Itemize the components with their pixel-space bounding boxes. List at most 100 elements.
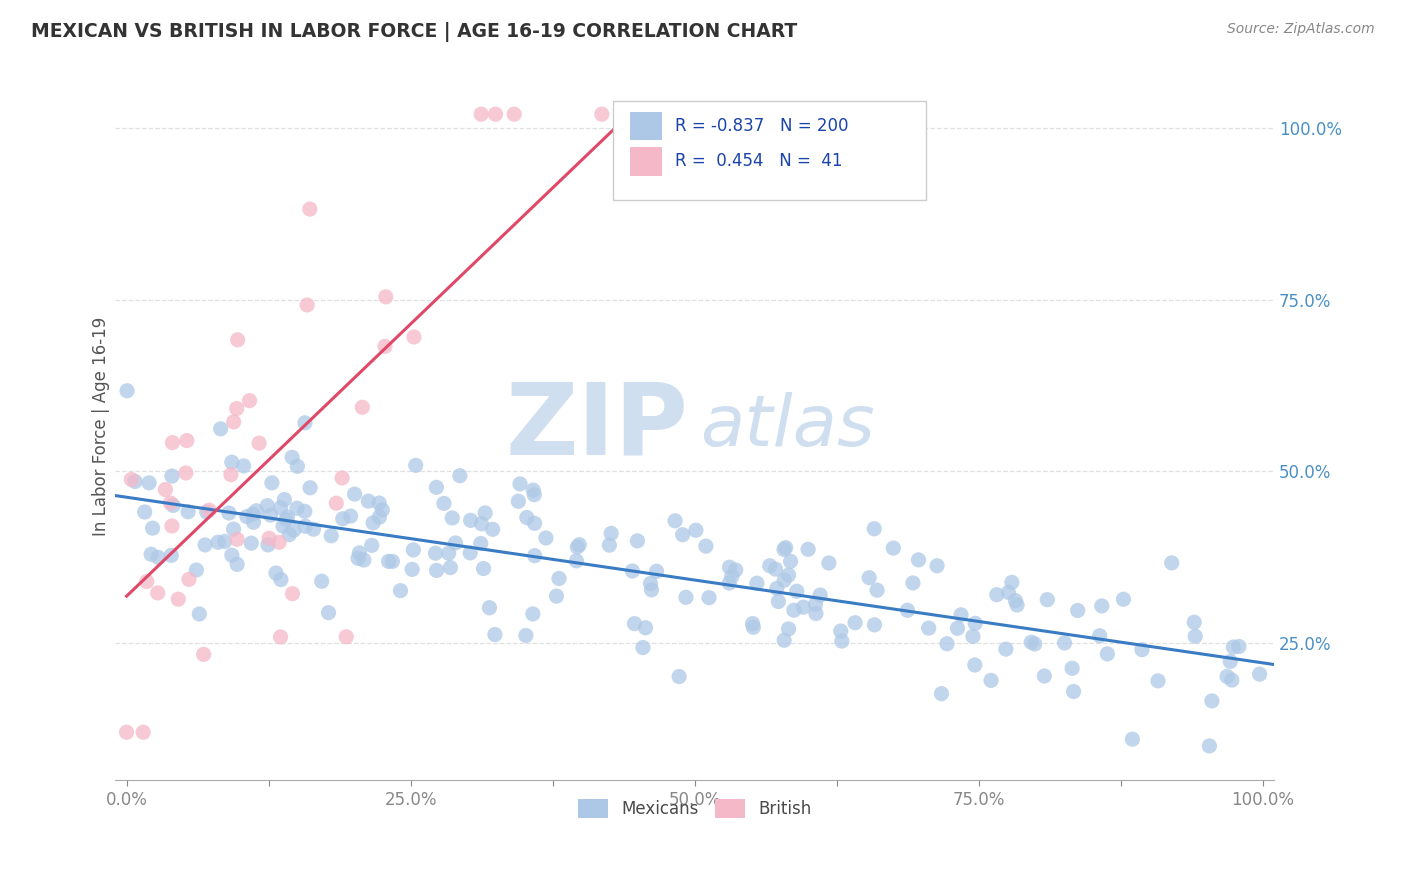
- Point: [360, 538, 382, 552]
- Point: [425, 546, 447, 560]
- Point: [160, 549, 183, 563]
- Point: [907, 553, 929, 567]
- Point: [664, 514, 686, 528]
- Point: [695, 539, 717, 553]
- Point: [240, 536, 263, 550]
- Point: [1222, 640, 1244, 654]
- Point: [1160, 556, 1182, 570]
- Point: [997, 585, 1019, 599]
- Point: [294, 504, 316, 518]
- Point: [478, 600, 501, 615]
- Point: [226, 533, 249, 547]
- Point: [783, 603, 806, 617]
- Point: [222, 522, 245, 536]
- Point: [1066, 603, 1088, 617]
- Point: [1036, 592, 1059, 607]
- Point: [718, 560, 741, 574]
- Point: [470, 107, 492, 121]
- Point: [318, 606, 340, 620]
- Point: [218, 506, 240, 520]
- Point: [134, 505, 156, 519]
- Point: [1130, 642, 1153, 657]
- Point: [162, 435, 184, 450]
- Point: [374, 290, 396, 304]
- Point: [232, 458, 254, 473]
- Point: [963, 658, 986, 673]
- Point: [778, 622, 800, 636]
- Point: [1005, 598, 1028, 612]
- Point: [1062, 661, 1084, 675]
- Point: [426, 563, 449, 577]
- Point: [209, 422, 232, 436]
- Point: [285, 459, 308, 474]
- Point: [343, 487, 366, 501]
- Point: [567, 540, 589, 554]
- Point: [247, 436, 270, 450]
- Point: [186, 563, 208, 577]
- Point: [509, 476, 531, 491]
- Point: [1216, 669, 1239, 683]
- Point: [219, 467, 242, 482]
- Point: [515, 628, 537, 642]
- Point: [433, 496, 456, 510]
- Point: [298, 202, 321, 216]
- Point: [931, 687, 953, 701]
- Point: [402, 330, 425, 344]
- Y-axis label: In Labor Force | Age 16-19: In Labor Force | Age 16-19: [93, 317, 110, 536]
- Point: [425, 480, 447, 494]
- Text: R = -0.837   N = 200: R = -0.837 N = 200: [675, 117, 848, 135]
- Point: [1024, 637, 1046, 651]
- Point: [294, 416, 316, 430]
- Point: [965, 616, 987, 631]
- Point: [135, 574, 157, 589]
- Point: [214, 534, 236, 549]
- FancyBboxPatch shape: [613, 102, 927, 201]
- Point: [260, 475, 283, 490]
- Point: [1088, 629, 1111, 643]
- Point: [918, 621, 941, 635]
- Point: [441, 511, 464, 525]
- Point: [226, 558, 249, 572]
- Point: [115, 725, 138, 739]
- Point: [1019, 635, 1042, 649]
- Point: [1198, 739, 1220, 753]
- Point: [831, 634, 853, 648]
- Text: ZIP: ZIP: [506, 378, 689, 475]
- Point: [896, 603, 918, 617]
- Point: [278, 527, 301, 541]
- Point: [402, 543, 425, 558]
- FancyBboxPatch shape: [630, 112, 662, 140]
- Point: [238, 393, 260, 408]
- Point: [311, 574, 333, 589]
- Point: [460, 513, 482, 527]
- Point: [1147, 673, 1170, 688]
- Point: [226, 333, 249, 347]
- Point: [685, 523, 707, 537]
- Point: [271, 519, 294, 533]
- Point: [773, 633, 796, 648]
- Point: [523, 516, 546, 531]
- Point: [321, 529, 343, 543]
- Point: [1184, 629, 1206, 643]
- Point: [830, 624, 852, 638]
- Point: [1112, 592, 1135, 607]
- Point: [120, 473, 142, 487]
- Point: [221, 455, 243, 469]
- Point: [242, 507, 264, 521]
- Point: [994, 642, 1017, 657]
- Point: [936, 637, 959, 651]
- Point: [160, 469, 183, 483]
- Point: [768, 594, 790, 608]
- Text: Source: ZipAtlas.com: Source: ZipAtlas.com: [1227, 22, 1375, 37]
- Point: [257, 538, 280, 552]
- Point: [274, 513, 297, 527]
- Point: [124, 475, 146, 489]
- Point: [188, 607, 211, 621]
- Point: [1220, 673, 1243, 687]
- Point: [159, 496, 181, 510]
- Point: [142, 521, 165, 535]
- Point: [546, 589, 568, 603]
- Point: [207, 535, 229, 549]
- Point: [174, 466, 197, 480]
- Point: [534, 531, 557, 545]
